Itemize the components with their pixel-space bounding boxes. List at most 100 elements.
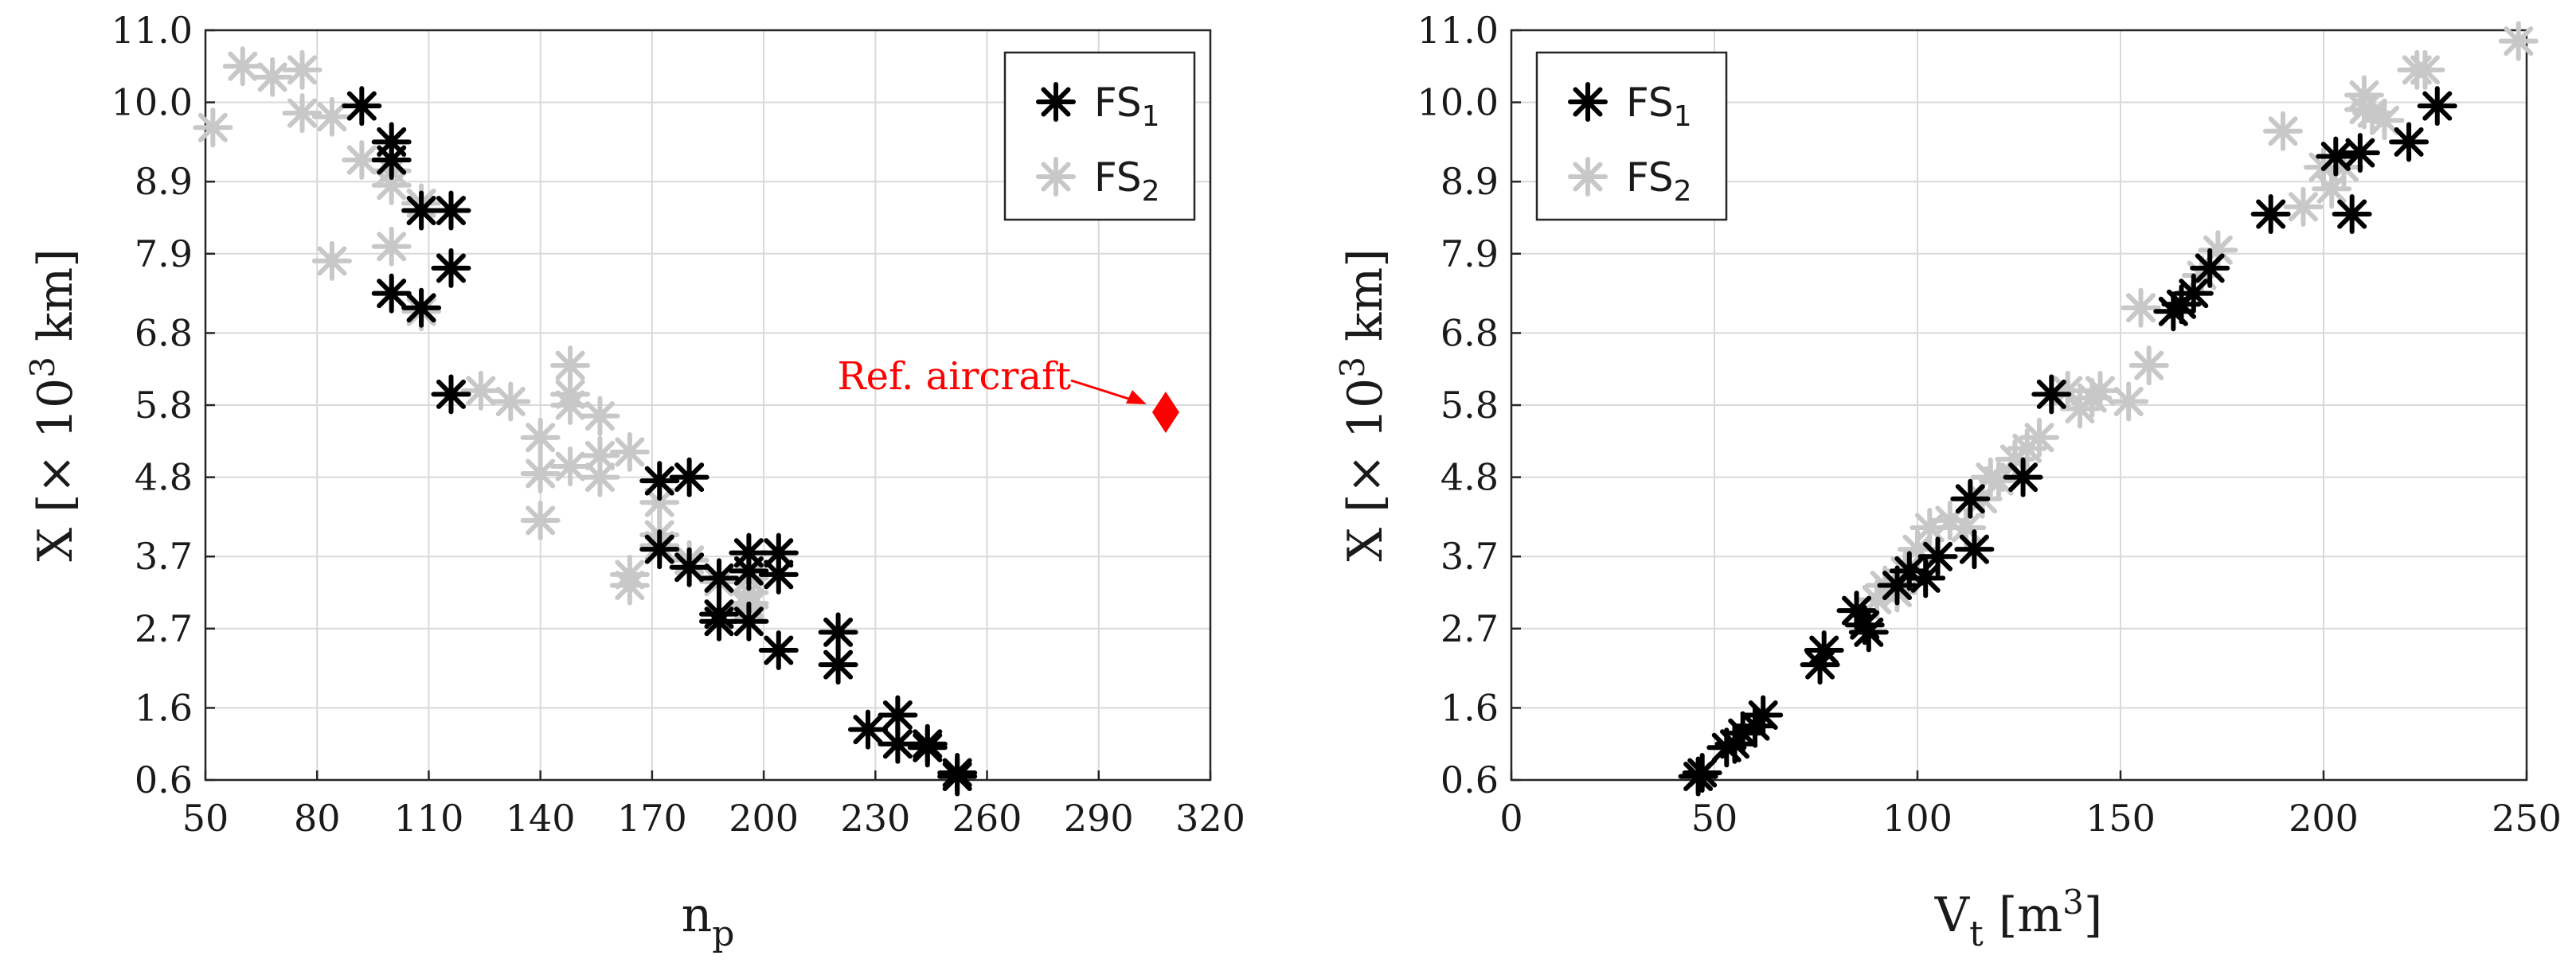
fs2-data-point (523, 456, 558, 491)
fs1-data-point (2391, 124, 2426, 159)
fs1-data-point (1807, 633, 1842, 668)
fs1-data-point (821, 614, 856, 649)
y-tick-label: 0.6 (1440, 758, 1499, 801)
right-y-axis-label: X [× 103 km] (1333, 248, 1394, 561)
x-tick-label: 320 (1175, 797, 1245, 840)
fs2-data-point (2111, 384, 2146, 419)
x-tick-label: 80 (294, 797, 341, 840)
ref-aircraft-point (1151, 392, 1179, 434)
y-tick-label: 7.9 (1440, 232, 1499, 275)
fs2-data-point (2286, 189, 2321, 224)
fs2-data-point (255, 60, 290, 95)
x-tick-label: 100 (1882, 797, 1953, 840)
left-legend-fs1-label: FS1 (1094, 80, 1160, 133)
fs1-data-point (731, 604, 766, 639)
fs2-data-point (523, 420, 558, 455)
x-tick-label: 50 (1691, 797, 1738, 840)
y-tick-label: 0.6 (135, 758, 193, 801)
right-x-ticks: 0 50 100 150 200 250 (1499, 770, 2562, 840)
y-tick-label: 11.0 (111, 9, 193, 52)
fs1-data-point (1956, 532, 1992, 567)
right-legend-fs1-label: FS1 (1626, 80, 1692, 133)
y-tick-label: 4.8 (135, 456, 193, 499)
right-legend-box (1535, 51, 1728, 221)
y-tick-label: 4.8 (1440, 456, 1499, 499)
left-y-axis-label: X [× 103 km] (23, 248, 84, 561)
y-tick-label: 2.7 (1440, 607, 1499, 650)
fs1-data-point (433, 251, 468, 286)
fs1-data-point (2335, 197, 2370, 232)
left-y-ticks: 0.6 1.6 2.7 3.7 4.8 5.8 6.8 7.9 8.9 10.0 11.0 (111, 9, 215, 801)
fs1-data-point (2343, 135, 2378, 170)
chart-left: 0.6 1.6 2.7 3.7 4.8 5.8 6.8 7.9 8.9 10.0 11.0 50 80… (23, 9, 1245, 954)
y-tick-label: 5.8 (135, 384, 193, 427)
left-legend-fs2-label: FS2 (1094, 154, 1160, 208)
y-tick-label: 10.0 (111, 81, 193, 124)
fs1-data-point (702, 560, 737, 595)
fs2-data-point (582, 399, 617, 434)
x-tick-label: 170 (617, 797, 687, 840)
y-tick-label: 8.9 (1440, 160, 1499, 203)
fs1-data-point (1953, 482, 1988, 517)
fs2-data-point (612, 567, 647, 602)
fs1-data-point (1745, 697, 1781, 732)
fs2-data-point (374, 229, 409, 264)
x-tick-label: 200 (729, 797, 799, 840)
legend-fs2-marker-icon (1038, 159, 1073, 194)
right-data-points (1681, 24, 2536, 794)
y-tick-label: 3.7 (135, 535, 193, 578)
x-tick-label: 250 (2492, 797, 2562, 840)
ref-aircraft-arrow (1070, 379, 1135, 402)
fs2-data-point (582, 460, 617, 495)
fs1-data-point (761, 557, 796, 592)
y-tick-label: 1.6 (1440, 686, 1499, 729)
fs1-data-point (2034, 376, 2069, 411)
fs1-data-point (2006, 460, 2041, 495)
ref-aircraft-annotation: Ref. aircraft (837, 354, 1147, 405)
fs1-data-point (761, 633, 796, 668)
fs1-data-point (731, 553, 766, 588)
x-tick-label: 150 (2085, 797, 2156, 840)
left-x-axis-label: np (682, 887, 735, 954)
right-x-axis-label: Vt [m3] (1934, 883, 2103, 954)
y-tick-label: 2.7 (135, 607, 193, 650)
y-tick-label: 6.8 (1440, 311, 1499, 354)
legend-fs1-marker-icon (1038, 84, 1073, 119)
chart-right: 0.6 1.6 2.7 3.7 4.8 5.8 6.8 7.9 8.9 10.0 11.0 0 50 1… (1333, 9, 2562, 954)
x-tick-label: 140 (506, 797, 576, 840)
fs1-data-point (374, 142, 409, 177)
y-tick-label: 1.6 (135, 686, 193, 729)
legend-fs2-marker-icon (1570, 159, 1605, 194)
y-tick-label: 10.0 (1417, 81, 1499, 124)
fs2-data-point (493, 384, 528, 419)
right-legend: FS1 FS2 (1535, 51, 1728, 221)
y-tick-label: 8.9 (135, 160, 193, 203)
fs2-data-point (315, 244, 350, 279)
x-tick-label: 0 (1499, 797, 1523, 840)
left-legend: FS1 FS2 (1003, 51, 1196, 221)
fs2-data-point (612, 435, 647, 470)
fs2-data-point (2124, 291, 2159, 326)
fs2-data-point (1981, 463, 2016, 498)
fs1-data-point (910, 727, 945, 762)
y-tick-label: 5.8 (1440, 384, 1499, 427)
fs1-data-point (433, 193, 468, 228)
fs1-data-point (404, 291, 439, 326)
left-legend-box (1003, 51, 1196, 221)
fs2-data-point (2132, 348, 2167, 383)
fs2-data-point (195, 110, 230, 145)
fs1-data-point (940, 758, 975, 794)
fs2-data-point (2408, 53, 2443, 88)
right-y-ticks: 0.6 1.6 2.7 3.7 4.8 5.8 6.8 7.9 8.9 10.0 11.0 (1417, 9, 1521, 801)
fs1-data-point (2254, 197, 2289, 232)
fs2-data-point (285, 53, 320, 88)
fs2-data-point (523, 503, 558, 538)
x-tick-label: 230 (840, 797, 910, 840)
x-tick-label: 50 (182, 797, 229, 840)
x-tick-label: 290 (1064, 797, 1134, 840)
fs2-data-point (285, 96, 320, 131)
fs2-data-point (2501, 24, 2536, 59)
y-tick-label: 7.9 (135, 232, 193, 275)
x-tick-label: 110 (394, 797, 464, 840)
